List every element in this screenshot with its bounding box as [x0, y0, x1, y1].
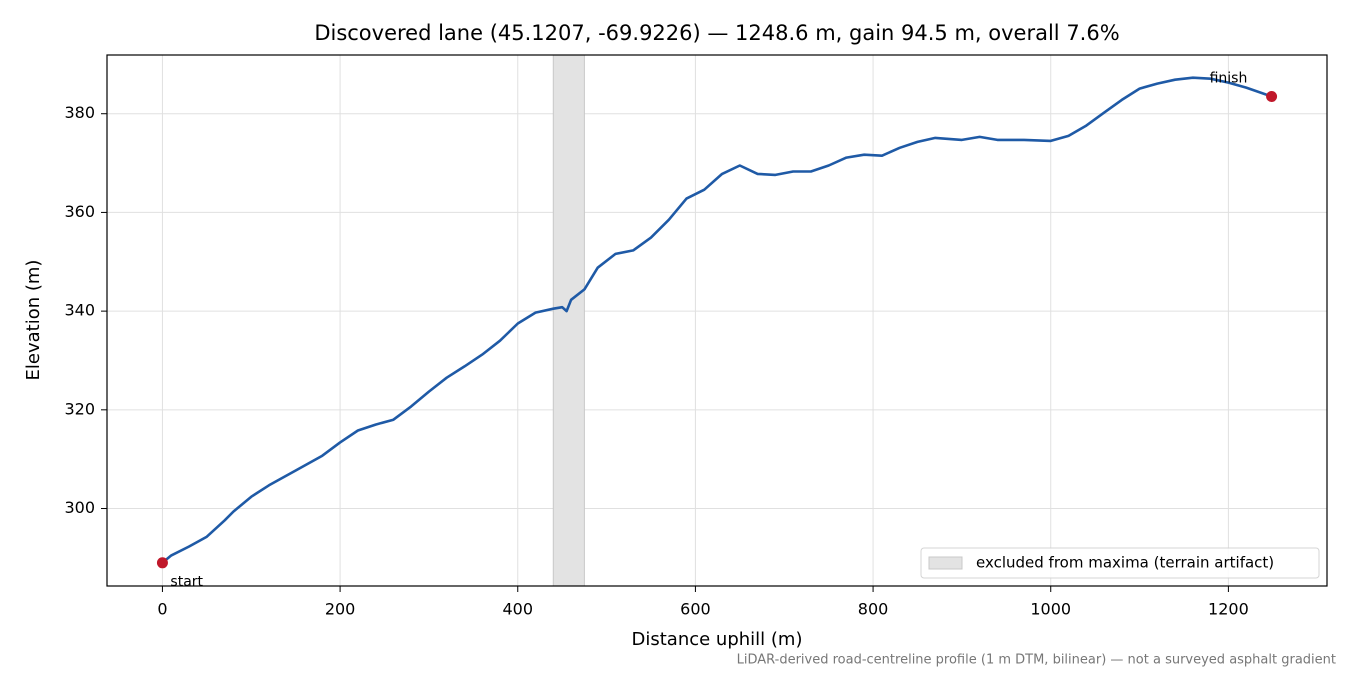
x-tick-label: 1000 — [1030, 600, 1071, 619]
footnote: LiDAR-derived road-centreline profile (1… — [737, 653, 1336, 668]
x-tick-label: 400 — [502, 600, 533, 619]
y-tick-label: 320 — [64, 399, 95, 418]
legend-box — [920, 547, 1320, 579]
legend-label: excluded from maxima (terrain artifact) — [976, 554, 1274, 572]
chart-title: Discovered lane (45.1207, -69.9226) — 12… — [314, 21, 1119, 45]
y-axis-label: Elevation (m) — [23, 260, 44, 381]
annotation-label: finish — [1210, 70, 1248, 86]
x-tick-label: 200 — [325, 600, 356, 619]
endpoint-marker — [1266, 90, 1278, 102]
excluded-span — [552, 54, 585, 587]
endpoint-marker — [156, 557, 168, 569]
y-tick-label: 380 — [64, 103, 95, 122]
x-tick-label: 1200 — [1208, 600, 1249, 619]
x-tick-label: 800 — [858, 600, 889, 619]
annotation-label: start — [170, 574, 203, 590]
y-tick-label: 340 — [64, 301, 95, 320]
x-axis-label: Distance uphill (m) — [632, 629, 803, 650]
elevation-line — [161, 76, 1273, 564]
x-tick-label: 600 — [680, 600, 711, 619]
y-tick-label: 300 — [64, 498, 95, 517]
x-tick-label: 0 — [157, 600, 167, 619]
legend-swatch — [928, 556, 963, 570]
y-tick-label: 360 — [64, 202, 95, 221]
plot-frame — [106, 54, 1328, 587]
